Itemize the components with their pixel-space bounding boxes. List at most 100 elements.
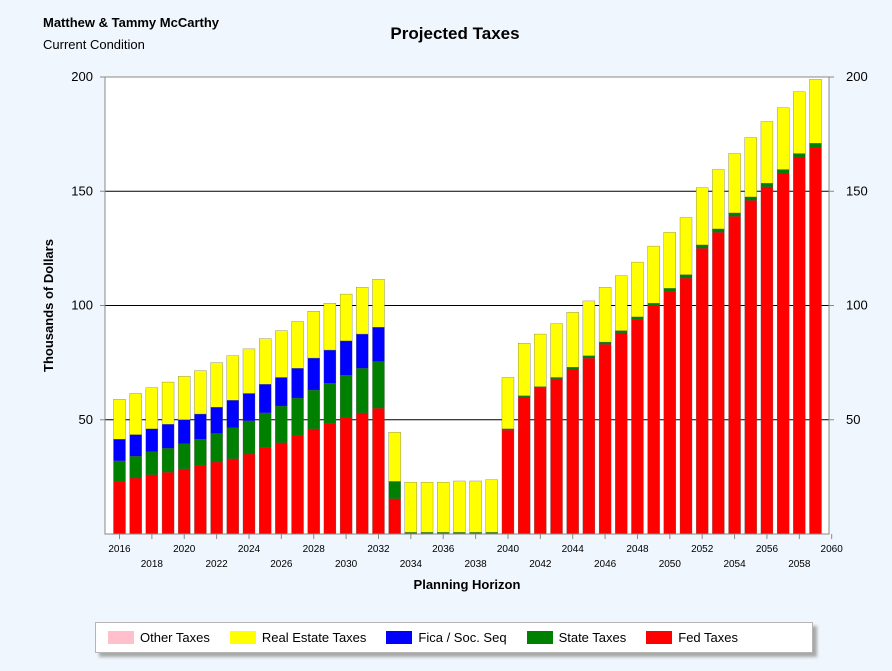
bar-segment-fed-taxes [339, 417, 353, 535]
bar-segment-real-estate-taxes [356, 287, 369, 335]
legend-swatch [646, 631, 673, 644]
bar-segment-fed-taxes [647, 305, 660, 535]
x-tick-label: 2044 [562, 544, 585, 555]
bar-segment-real-estate-taxes [469, 480, 482, 533]
bar-segment-state-taxes [275, 405, 288, 443]
x-tick-label: 2036 [432, 544, 455, 555]
bar-segment-fica-soc-seq [161, 424, 175, 449]
bar-segment-state-taxes [291, 397, 304, 436]
bar-segment-real-estate-taxes [793, 91, 806, 154]
bar-segment-state-taxes [663, 288, 676, 292]
bar-segment-fed-taxes [679, 277, 693, 535]
bar-segment-fica-soc-seq [226, 400, 239, 428]
bar-segment-real-estate-taxes [145, 387, 159, 430]
bar-segment-real-estate-taxes [437, 481, 450, 533]
bar-segment-real-estate-taxes [696, 187, 709, 246]
bar-segment-real-estate-taxes [242, 348, 256, 394]
x-tick-label: 2058 [788, 559, 811, 570]
x-tick-label: 2042 [529, 559, 552, 570]
bar-segment-fed-taxes [113, 481, 126, 535]
x-tick-label: 2052 [691, 544, 714, 555]
bar-segment-fed-taxes [598, 344, 612, 535]
bar-segment-real-estate-taxes [760, 121, 774, 184]
y-tick-label: 150 [71, 183, 93, 198]
y-tick-label-right: 150 [846, 183, 868, 198]
bar-segment-state-taxes [210, 433, 223, 463]
bar-segment-real-estate-taxes [388, 432, 401, 482]
bar-segment-real-estate-taxes [339, 293, 353, 342]
client-name: Matthew & Tammy McCarthy [43, 15, 220, 30]
y-tick-label: 200 [71, 69, 93, 84]
legend-item-fed-taxes: Fed Taxes [646, 630, 738, 645]
bar-segment-state-taxes [339, 375, 353, 418]
x-tick-label: 2030 [335, 559, 358, 570]
x-tick-label: 2032 [367, 544, 390, 555]
bar-segment-real-estate-taxes [776, 107, 790, 170]
bar-segment-real-estate-taxes [210, 362, 223, 408]
bar-segment-real-estate-taxes [647, 245, 660, 304]
x-tick-label: 2016 [108, 544, 131, 555]
bar-segment-state-taxes [161, 448, 175, 473]
bar-segment-fed-taxes [388, 498, 401, 535]
bar-segment-real-estate-taxes [582, 300, 596, 356]
bar-segment-fica-soc-seq [113, 439, 126, 462]
bar-segment-state-taxes [307, 389, 320, 430]
bar-segment-state-taxes [194, 439, 207, 466]
legend-swatch [386, 631, 413, 644]
bar-segment-state-taxes [647, 303, 660, 306]
legend-label: State Taxes [558, 630, 627, 645]
bar-segment-fica-soc-seq [339, 340, 353, 376]
bar-segment-fica-soc-seq [259, 384, 272, 414]
bar-segment-state-taxes [809, 143, 822, 148]
bar-segment-real-estate-taxes [598, 287, 612, 343]
bar-segment-fed-taxes [307, 428, 320, 535]
bar-segment-real-estate-taxes [307, 311, 320, 359]
bar-segment-real-estate-taxes [566, 312, 579, 368]
bar-segment-real-estate-taxes [194, 370, 207, 415]
bar-segment-state-taxes [615, 330, 628, 334]
y-tick-label-right: 100 [846, 298, 868, 313]
bar-segment-real-estate-taxes [550, 323, 563, 378]
bar-segment-fed-taxes [194, 465, 207, 535]
bar-segment-fed-taxes [291, 435, 304, 535]
bar-segment-real-estate-taxes [420, 481, 434, 533]
bar-segment-real-estate-taxes [663, 232, 676, 289]
bar-segment-fed-taxes [356, 412, 369, 535]
x-tick-label: 2050 [659, 559, 682, 570]
bar-segment-fed-taxes [242, 453, 256, 535]
bar-segment-fica-soc-seq [356, 333, 369, 369]
bar-segment-fed-taxes [566, 369, 579, 535]
bar-segment-fica-soc-seq [242, 393, 256, 422]
y-tick-label-right: 50 [846, 412, 860, 427]
legend-item-real-estate-taxes: Real Estate Taxes [229, 630, 366, 645]
bar-segment-state-taxes [259, 412, 272, 448]
bar-segment-real-estate-taxes [113, 399, 126, 440]
bar-segment-real-estate-taxes [372, 279, 385, 328]
bar-segment-fed-taxes [210, 461, 223, 535]
bar-segment-state-taxes [760, 183, 774, 187]
chart-title: Projected Taxes [390, 24, 520, 43]
bar-segment-fica-soc-seq [210, 407, 223, 434]
legend-swatch [526, 631, 553, 644]
bar-segment-fed-taxes [615, 332, 628, 535]
x-tick-label: 2046 [594, 559, 617, 570]
legend-label: Other Taxes [140, 630, 210, 645]
legend-label: Fed Taxes [678, 630, 739, 645]
bar-segment-state-taxes [728, 212, 741, 217]
bar-segment-real-estate-taxes [534, 333, 547, 387]
bar-segment-real-estate-taxes [291, 321, 304, 369]
bar-segment-fed-taxes [696, 248, 709, 535]
bar-segment-state-taxes [534, 386, 547, 388]
bar-segment-fed-taxes [744, 200, 757, 535]
x-tick-label: 2040 [497, 544, 520, 555]
bar-segment-real-estate-taxes [615, 275, 628, 331]
bar-segment-fed-taxes [129, 477, 142, 535]
bar-segment-fica-soc-seq [129, 434, 142, 457]
bar-segment-state-taxes [501, 428, 515, 431]
bar-segment-real-estate-taxes [275, 330, 288, 378]
bar-segment-fed-taxes [550, 378, 563, 535]
axis-ticks: 50 50 100 100 150 150 200 200 2016 2020 2024 2028 20… [71, 69, 867, 570]
x-tick-label: 2038 [464, 559, 487, 570]
x-tick-label: 2026 [270, 559, 293, 570]
